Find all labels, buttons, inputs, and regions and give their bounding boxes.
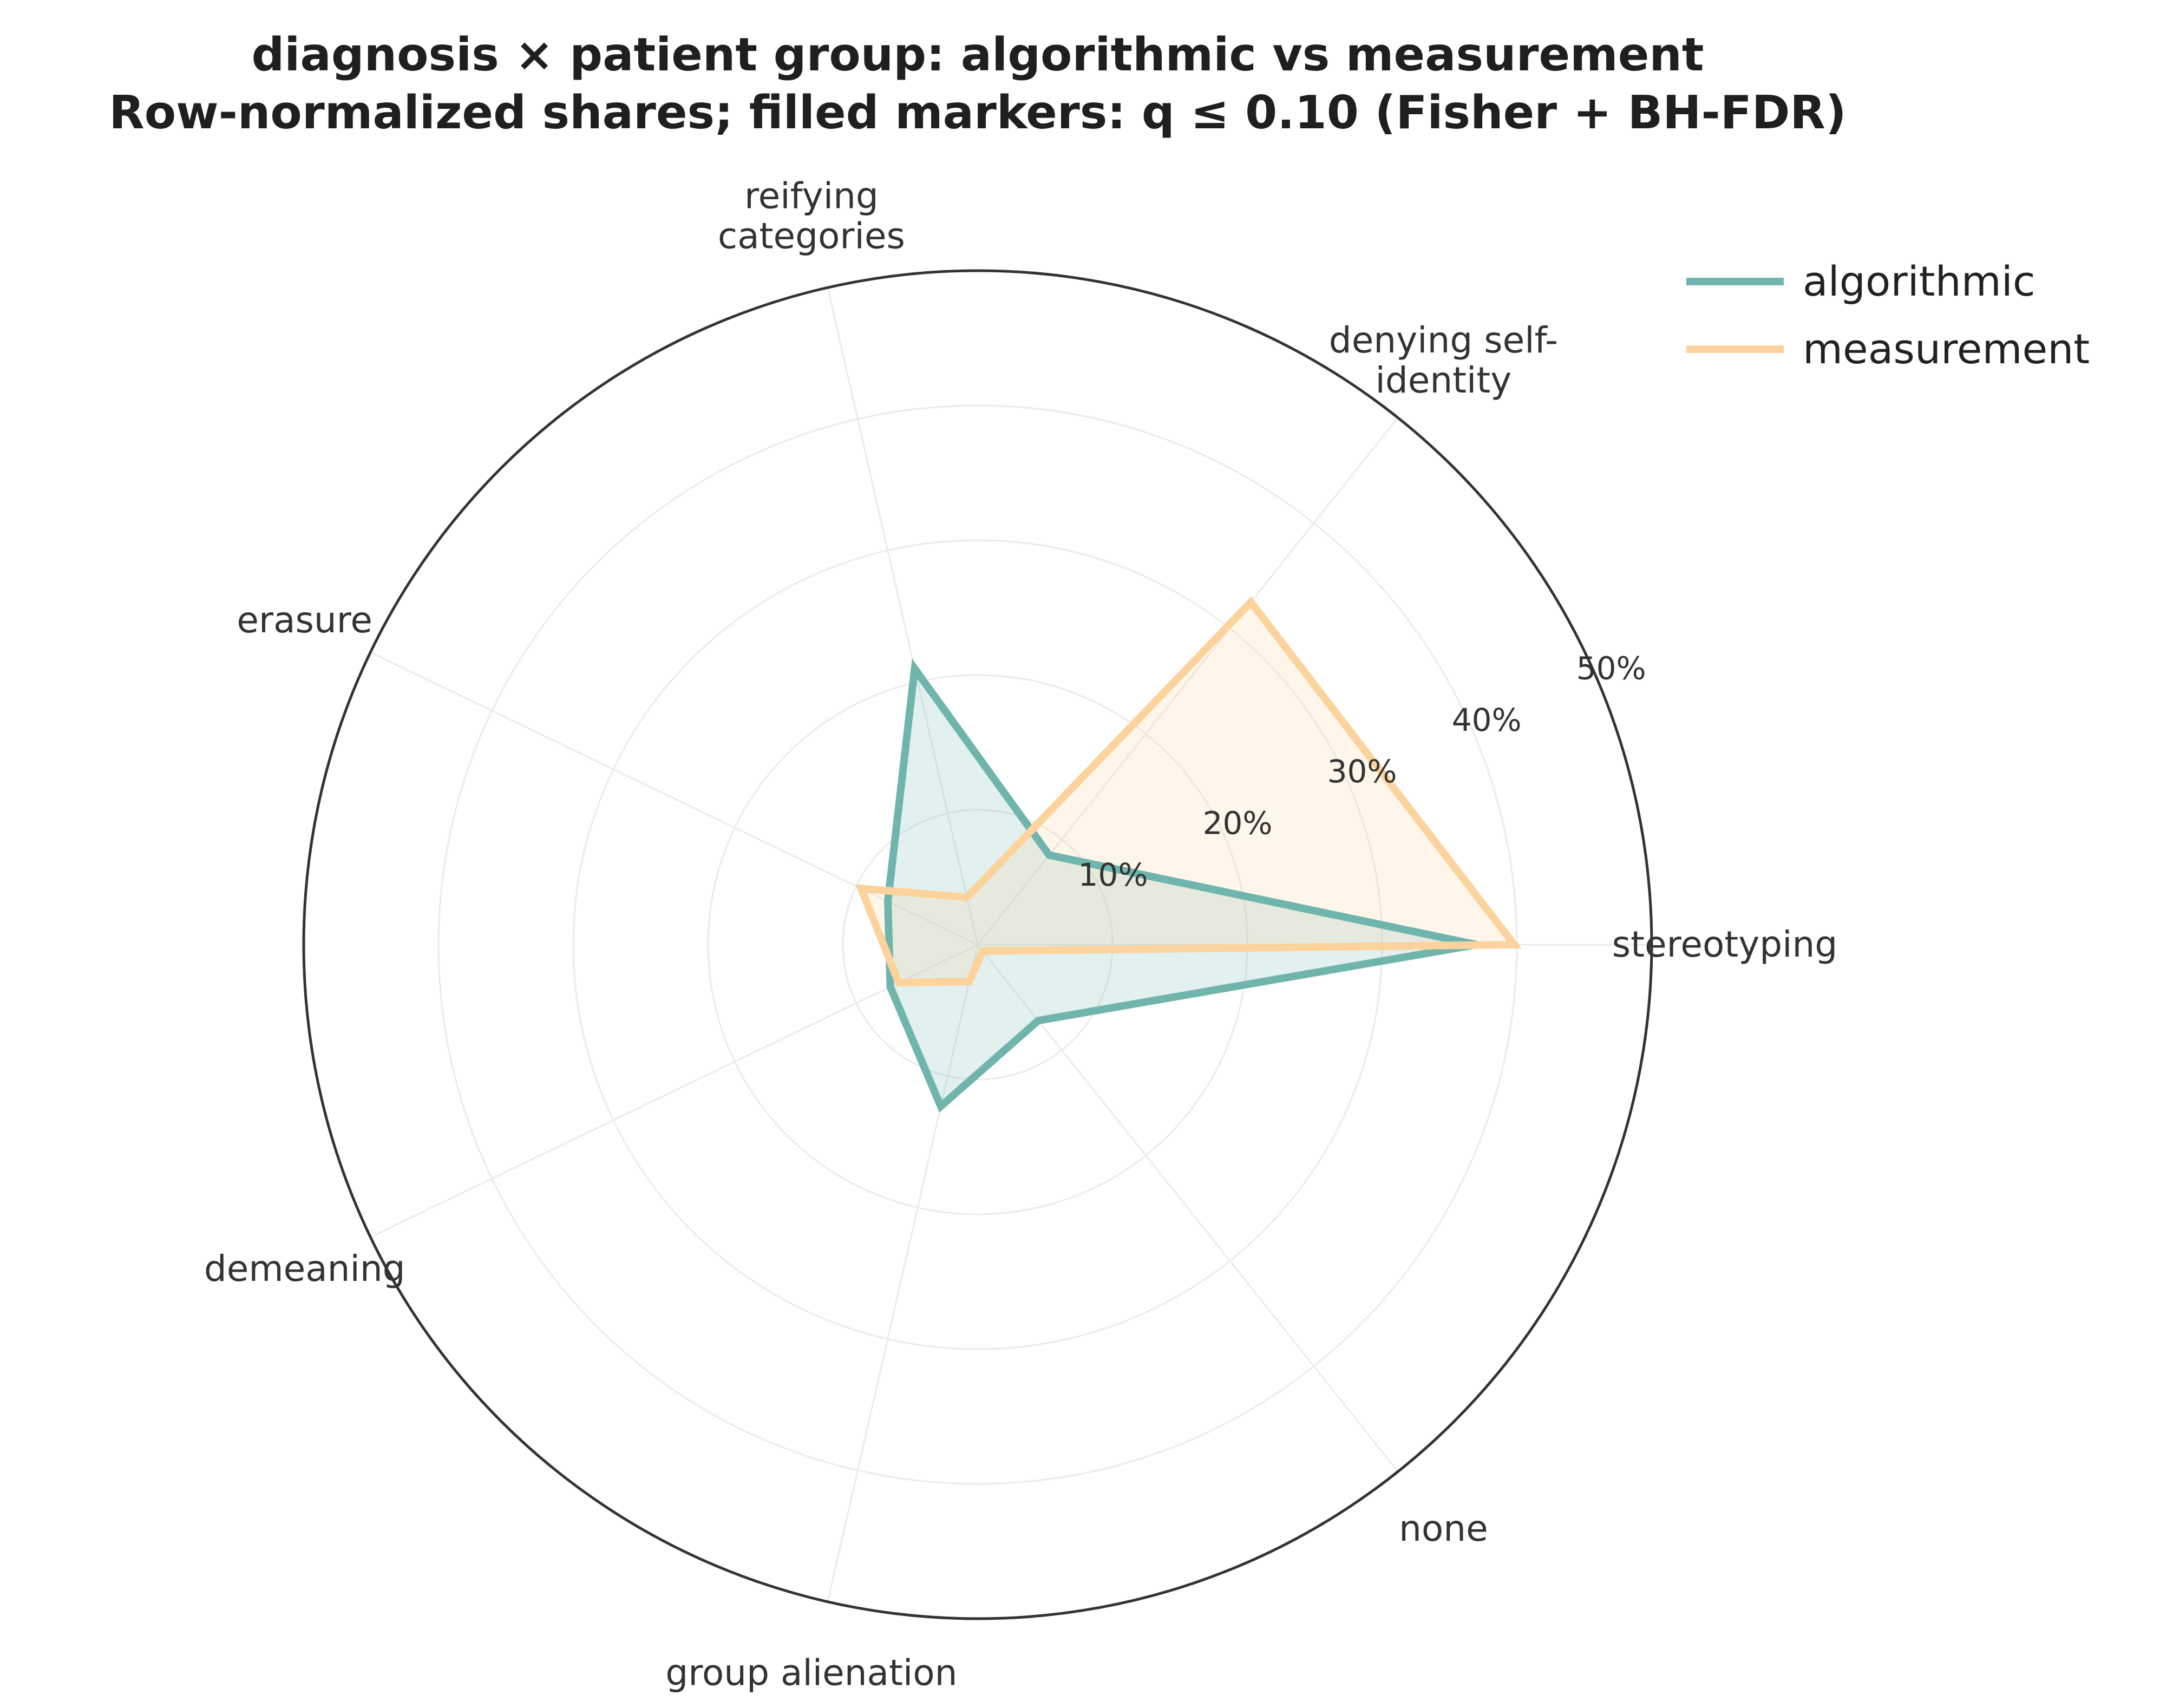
r-tick-label-40: 40%	[1452, 702, 1522, 738]
axis-label-5: group alienation	[665, 1652, 957, 1693]
outer-ring	[302, 269, 1653, 1620]
axis-labels: stereotyping denying self-identity reifyin…	[204, 175, 1837, 1694]
axis-label-1-line-1: identity	[1375, 359, 1511, 401]
spoke-6	[977, 944, 1399, 1473]
legend: algorithmic measurement	[1686, 257, 2090, 373]
chart-title-line-2: Row-normalized shares; filled markers: q…	[109, 86, 1846, 140]
axis-label-6: none	[1399, 1508, 1488, 1549]
r-tick-label-50: 50%	[1576, 650, 1646, 687]
legend-label-measurement: measurement	[1803, 325, 2090, 373]
axis-label-3-line-0: erasure	[237, 599, 372, 641]
axis-label-0: stereotyping	[1612, 924, 1837, 965]
axis-label-6-line-0: none	[1399, 1508, 1488, 1549]
series-line-algorithmic	[883, 658, 1477, 1113]
spoke-5	[827, 944, 979, 1602]
radial-tick-labels: 10% 20% 30% 40% 50%	[1078, 650, 1646, 893]
spoke-4	[370, 944, 978, 1238]
axis-label-1: denying self-identity	[1329, 319, 1558, 401]
spoke-2	[827, 287, 979, 945]
axis-label-3: erasure	[237, 599, 372, 641]
series-fill-measurement	[861, 602, 1514, 983]
axis-label-0-line-0: stereotyping	[1612, 924, 1837, 965]
spoke-3	[370, 651, 978, 946]
axis-label-2: reifying categories	[718, 175, 905, 257]
series-fill-algorithmic	[888, 669, 1477, 1107]
chart-title-line-1: diagnosis × patient group: algorithmic v…	[251, 28, 1704, 82]
axis-label-5-line-0: group alienation	[665, 1652, 957, 1693]
series-line-measurement	[855, 596, 1522, 987]
axis-label-2-line-1: categories	[718, 215, 905, 257]
series-layer	[855, 596, 1522, 1113]
r-tick-label-30: 30%	[1327, 753, 1397, 790]
axis-label-4: demeaning	[204, 1248, 405, 1290]
r-tick-label-10: 10%	[1078, 856, 1148, 893]
axis-label-4-line-0: demeaning	[204, 1248, 405, 1290]
legend-label-algorithmic: algorithmic	[1803, 257, 2035, 305]
r-tick-label-20: 20%	[1203, 805, 1273, 842]
axis-label-1-line-0: denying self-	[1329, 319, 1558, 361]
axis-label-2-line-0: reifying	[744, 175, 879, 217]
